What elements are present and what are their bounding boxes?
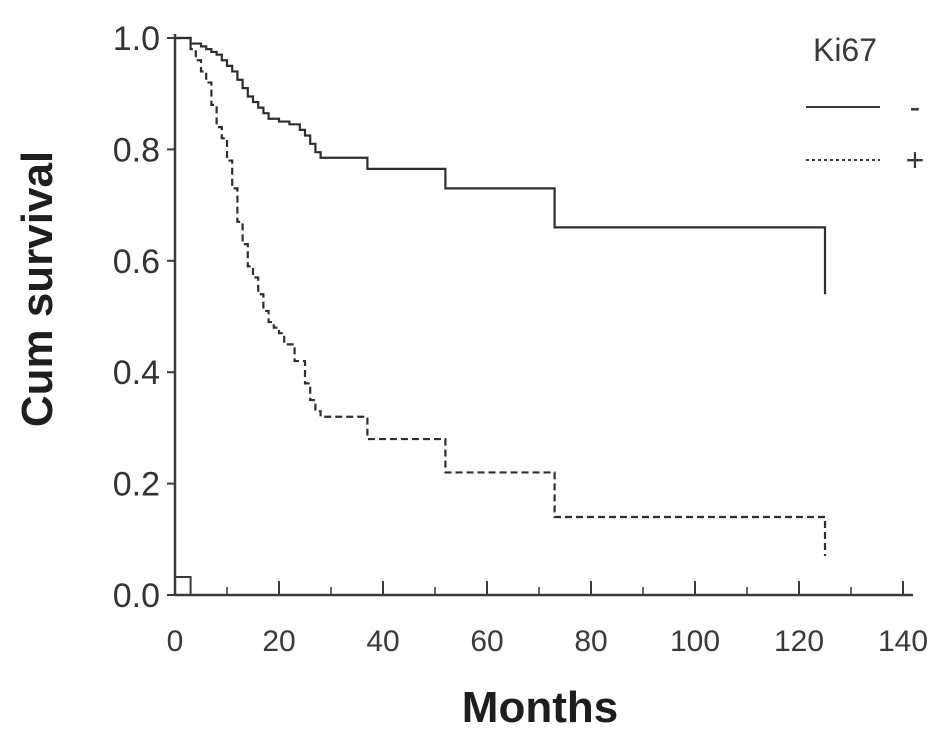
axes: [173, 34, 913, 597]
x-tick-label: 100: [670, 625, 720, 658]
legend-label-negative: -: [910, 89, 921, 125]
x-tick-label: 0: [167, 625, 184, 658]
y-tick-label: 0.4: [113, 354, 160, 392]
tick-layer: 0.0 0.2 0.4 0.6 0.8 1.0 0 20 40 60 80 100 120 140: [113, 20, 928, 658]
y-tick-label: 0.2: [113, 466, 160, 504]
x-tick-label: 140: [878, 625, 928, 658]
x-tick-label: 80: [574, 625, 607, 658]
legend: Ki67 - +: [806, 32, 924, 178]
x-axis-title: Months: [462, 683, 618, 732]
y-tick-label: 0.0: [113, 577, 160, 615]
legend-title: Ki67: [813, 32, 877, 68]
survival-curve-ki67-negative: [175, 36, 827, 295]
survival-curve-ki67-positive: [175, 36, 827, 557]
x-tick-label: 20: [262, 625, 295, 658]
y-tick-label: 0.8: [113, 131, 160, 169]
x-tick-label: 40: [366, 625, 399, 658]
x-tick-label: 120: [774, 625, 824, 658]
origin-notch: [175, 576, 192, 595]
series-layer: [175, 36, 827, 595]
x-tick-label: 60: [470, 625, 503, 658]
legend-label-positive: +: [906, 142, 925, 178]
y-tick-label: 1.0: [113, 20, 160, 58]
y-tick-label: 0.6: [113, 243, 160, 281]
y-axis-title: Cum survival: [13, 151, 62, 427]
